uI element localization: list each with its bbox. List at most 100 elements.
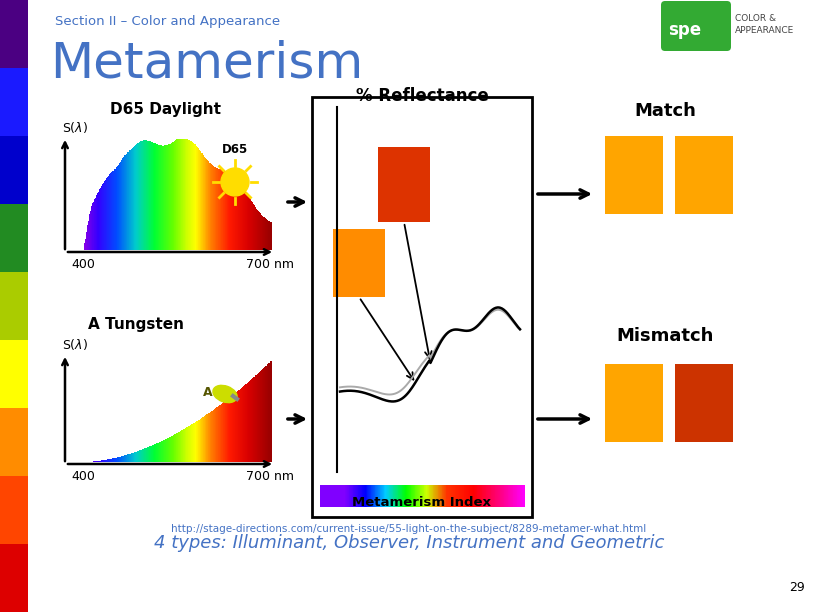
Bar — [200, 419, 201, 462]
Bar — [92, 204, 93, 250]
Bar — [248, 196, 250, 250]
Bar — [363, 485, 364, 507]
Bar — [116, 458, 117, 462]
Bar — [243, 188, 245, 250]
Bar — [509, 485, 510, 507]
Bar — [449, 485, 450, 507]
Bar — [195, 422, 197, 462]
Bar — [224, 171, 226, 250]
Bar — [372, 485, 373, 507]
Bar — [158, 442, 160, 462]
Bar — [0, 136, 28, 204]
Bar — [244, 189, 245, 250]
Bar — [127, 153, 128, 250]
Bar — [381, 485, 382, 507]
Bar — [181, 431, 182, 462]
Bar — [419, 485, 421, 507]
Bar — [187, 140, 188, 250]
Bar — [356, 485, 357, 507]
Bar — [217, 168, 218, 250]
Bar — [390, 485, 391, 507]
Bar — [132, 148, 133, 250]
Bar — [166, 439, 167, 462]
Bar — [188, 427, 189, 462]
Bar — [119, 457, 120, 462]
Bar — [170, 143, 172, 250]
Bar — [131, 453, 133, 462]
Bar — [98, 461, 99, 462]
Bar — [264, 218, 265, 250]
Bar — [350, 485, 351, 507]
Bar — [358, 485, 359, 507]
Bar — [387, 485, 388, 507]
Text: Metamerism: Metamerism — [50, 40, 364, 88]
Bar — [113, 458, 114, 462]
Bar — [152, 446, 153, 462]
Bar — [427, 485, 428, 507]
Bar — [169, 438, 170, 462]
Bar — [189, 140, 190, 250]
Bar — [147, 447, 148, 462]
Bar — [179, 432, 180, 462]
Bar — [206, 414, 207, 462]
Bar — [115, 169, 116, 250]
Bar — [148, 141, 149, 250]
Bar — [487, 485, 489, 507]
Bar — [204, 157, 205, 250]
Bar — [183, 430, 184, 462]
Bar — [243, 386, 245, 462]
Bar — [139, 142, 141, 250]
Bar — [336, 485, 337, 507]
Bar — [268, 364, 269, 462]
Bar — [105, 181, 106, 250]
Bar — [494, 485, 495, 507]
Bar — [246, 191, 247, 250]
Bar — [321, 485, 322, 507]
Bar — [201, 418, 202, 462]
Text: 400: 400 — [71, 470, 95, 483]
Bar — [192, 143, 193, 250]
Bar — [216, 408, 217, 462]
Bar — [244, 386, 245, 462]
Bar — [225, 171, 226, 250]
Bar — [344, 485, 345, 507]
Bar — [103, 183, 104, 250]
Bar — [436, 485, 437, 507]
Bar — [269, 222, 270, 250]
Bar — [522, 485, 523, 507]
Bar — [477, 485, 479, 507]
Bar — [112, 172, 113, 250]
Bar — [256, 375, 258, 462]
Bar — [94, 461, 95, 462]
Bar — [459, 485, 460, 507]
Bar — [422, 485, 423, 507]
Bar — [406, 485, 408, 507]
Bar — [446, 485, 448, 507]
Bar — [467, 485, 468, 507]
Bar — [252, 203, 253, 250]
Bar — [206, 159, 207, 250]
Bar — [124, 455, 125, 462]
Bar — [224, 401, 226, 462]
Bar — [201, 154, 202, 250]
Bar — [152, 143, 154, 250]
Bar — [438, 485, 440, 507]
Bar — [435, 485, 437, 507]
Bar — [263, 217, 264, 250]
Bar — [129, 454, 130, 462]
Bar — [254, 206, 256, 250]
Bar — [414, 485, 416, 507]
Bar — [362, 485, 363, 507]
Bar — [164, 440, 165, 462]
Bar — [262, 216, 264, 250]
Bar — [118, 165, 120, 250]
Bar — [176, 140, 177, 250]
Bar — [396, 485, 397, 507]
Bar — [157, 443, 158, 462]
Text: S($\lambda$): S($\lambda$) — [62, 337, 88, 352]
Bar — [219, 169, 220, 250]
Bar — [123, 157, 124, 250]
Bar — [269, 222, 271, 250]
Bar — [517, 485, 518, 507]
Bar — [85, 239, 86, 250]
